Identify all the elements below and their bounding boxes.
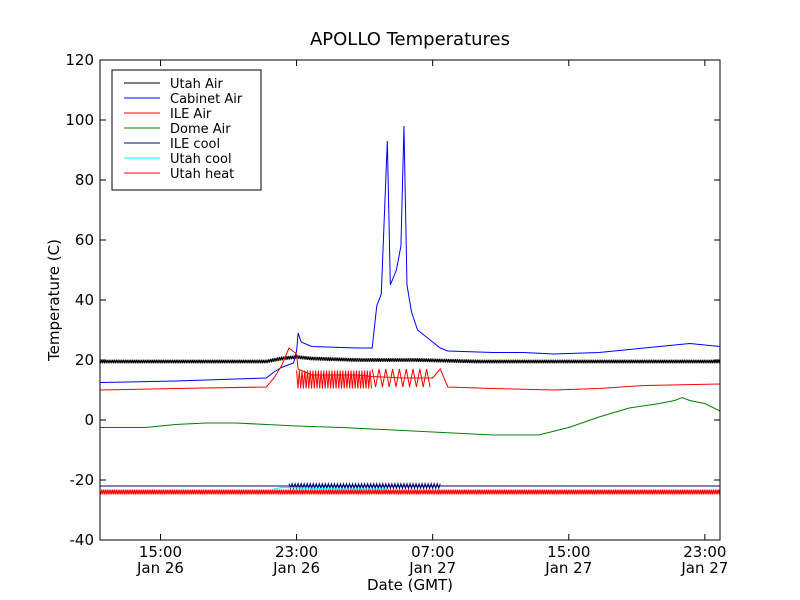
x-tick-label-date: Jan 27 [408, 559, 456, 577]
y-tick-label: 20 [75, 351, 94, 369]
x-tick-label-time: 23:00 [275, 543, 318, 561]
y-axis-label: Temperature (C) [45, 239, 63, 362]
x-tick-label-time: 23:00 [683, 543, 726, 561]
x-tick-label-time: 07:00 [411, 543, 454, 561]
y-tick-label: -40 [70, 531, 95, 549]
series-line-cabinet-air [100, 125, 720, 383]
x-axis-label: Date (GMT) [367, 576, 453, 594]
chart-title: APOLLO Temperatures [310, 29, 510, 50]
y-tick-label: 100 [65, 111, 94, 129]
y-tick-label: 0 [84, 411, 94, 429]
legend-box [111, 69, 262, 191]
series-line-ile-air-cycles [371, 368, 431, 388]
series-line-utah-air [100, 355, 720, 364]
y-tick-label: 40 [75, 291, 94, 309]
y-tick-label: 120 [65, 51, 94, 69]
x-tick-label-date: Jan 26 [272, 559, 320, 577]
x-tick-label-time: 15:00 [139, 543, 182, 561]
y-tick-label: 60 [75, 231, 94, 249]
series-line-ile-air-oscillation [296, 370, 372, 389]
legend-label: ILE Air [170, 107, 212, 122]
x-tick-label-date: Jan 27 [680, 559, 728, 577]
legend-label: Utah heat [170, 167, 234, 182]
series-line-utah-heat [100, 489, 720, 495]
x-tick-label-time: 15:00 [547, 543, 590, 561]
y-tick-label: -20 [70, 471, 95, 489]
series-line-dome-air [100, 396, 720, 436]
legend-label: Dome Air [170, 122, 231, 137]
x-tick-label-date: Jan 27 [544, 559, 592, 577]
legend-label: Cabinet Air [170, 92, 243, 107]
legend-label: Utah Air [170, 77, 223, 92]
legend-label: ILE cool [170, 137, 220, 152]
series-line-ile-cool-cycling [288, 481, 441, 491]
y-tick-label: 80 [75, 171, 94, 189]
series-layer [100, 125, 720, 495]
x-tick-label-date: Jan 26 [136, 559, 184, 577]
legend-label: Utah cool [170, 152, 232, 167]
series-line-utah-cool [273, 486, 388, 490]
